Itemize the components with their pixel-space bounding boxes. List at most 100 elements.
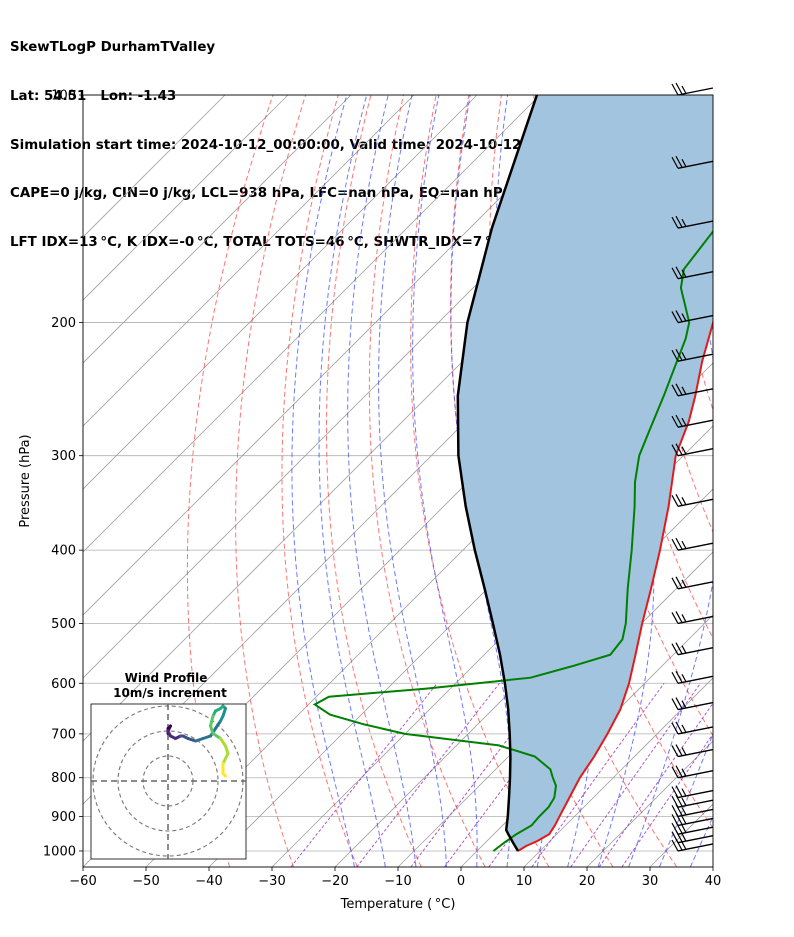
moist-adiabat <box>721 95 794 867</box>
wind-barb <box>671 744 714 758</box>
moist-adiabat <box>347 95 417 867</box>
wind-barb <box>671 494 714 507</box>
dry-adiabat <box>762 95 794 867</box>
x-tick-label: −50 <box>132 874 159 889</box>
title-line-indices: LFT IDX=13 °C, K IDX=-0 °C, TOTAL TOTS=4… <box>10 234 502 250</box>
profiles <box>312 95 713 852</box>
wind-barb <box>671 838 714 852</box>
x-tick-label: −30 <box>258 874 285 889</box>
mixing-ratio-line <box>621 733 713 867</box>
isotherm <box>83 95 415 427</box>
moist-adiabat <box>318 95 386 867</box>
moist-adiabat <box>412 95 478 867</box>
title-line-location: Lat: 54.51 Lon: -1.43 <box>10 89 177 105</box>
y-tick-label: 800 <box>51 771 76 786</box>
y-tick-label: 100 <box>51 89 76 104</box>
x-tick-label: −40 <box>195 874 222 889</box>
mixing-ratio-line <box>570 683 701 867</box>
mixing-ratio-line <box>598 702 713 867</box>
wind-barbs <box>671 82 714 852</box>
wind-barb <box>671 611 714 625</box>
axes: −60 −50 −40 −30 −20 −10 0 10 20 30 40 1000 900 800 700… <box>43 89 721 890</box>
hodograph: Wind Profile 10m/s increment <box>90 671 247 860</box>
wind-barb <box>671 785 714 799</box>
chart-title: SkewTLogP DurhamTValley Lat: 54.51 Lon: … <box>10 8 621 267</box>
isotherm <box>776 95 794 867</box>
mixing-ratio-line <box>488 682 625 867</box>
dry-adiabat <box>235 95 307 867</box>
moist-adiabat <box>291 95 355 867</box>
wind-barb <box>671 830 714 844</box>
wind-barb <box>671 155 714 169</box>
wind-barb <box>671 414 714 428</box>
isotherm <box>83 95 289 301</box>
y-tick-label: 700 <box>51 727 76 742</box>
y-axis-label: Pressure (hPa) <box>18 434 33 527</box>
temperature-line <box>517 319 713 852</box>
wind-barb <box>671 765 714 779</box>
isotherm <box>83 95 352 364</box>
isotherm <box>83 95 226 238</box>
moist-adiabat <box>378 95 447 867</box>
dry-adiabat <box>368 95 486 867</box>
hodograph-segment <box>209 714 215 728</box>
isotherm <box>83 95 478 490</box>
y-tick-label: 400 <box>51 544 76 559</box>
hodograph-segment <box>221 752 230 765</box>
parcel-path <box>456 95 539 852</box>
title-line-station: SkewTLogP DurhamTValley <box>10 40 216 56</box>
isotherm <box>712 866 713 867</box>
y-tick-label: 900 <box>51 810 76 825</box>
wind-barb <box>671 576 714 590</box>
hodograph-ring <box>117 730 219 832</box>
x-tick-label: 0 <box>457 874 465 889</box>
x-tick-label: 20 <box>579 874 596 889</box>
isotherm <box>523 677 713 867</box>
hodograph-subtitle: 10m/s increment <box>113 686 227 700</box>
wind-barb <box>671 537 714 551</box>
y-tick-label: 200 <box>51 316 76 331</box>
hodograph-title: Wind Profile <box>125 671 208 685</box>
hodograph-segment <box>221 772 227 778</box>
wind-barb <box>671 721 714 735</box>
x-axis-label: Temperature ( °C) <box>340 897 456 912</box>
dewpoint-line <box>312 229 713 852</box>
y-tick-label: 600 <box>51 677 76 692</box>
wind-barb <box>671 443 714 457</box>
wind-barb <box>671 670 714 684</box>
y-tick-label: 500 <box>51 617 76 632</box>
x-tick-label: −60 <box>69 874 96 889</box>
y-tick-label: 1000 <box>43 844 76 859</box>
x-tick-label: 30 <box>642 874 659 889</box>
cin-shading <box>457 95 713 851</box>
y-tick-label: 300 <box>51 449 76 464</box>
mixing-ratio-line <box>356 682 500 867</box>
isotherm <box>334 488 713 867</box>
mixing-ratio-line <box>290 682 438 867</box>
moist-adiabat <box>628 95 713 867</box>
hodograph-segment <box>211 732 222 740</box>
wind-barb <box>671 266 714 280</box>
wind-barb <box>671 215 714 229</box>
wind-barb <box>671 82 714 96</box>
isotherm <box>83 95 541 553</box>
x-tick-label: 10 <box>516 874 533 889</box>
mixing-ratio-line <box>531 683 665 867</box>
wind-barb <box>671 813 714 827</box>
wind-barb <box>671 642 714 656</box>
dry-adiabat <box>186 95 274 867</box>
wind-barb <box>671 348 714 362</box>
hodograph-segment <box>219 737 227 748</box>
dry-adiabat <box>664 95 713 412</box>
dry-adiabat <box>730 95 794 867</box>
wind-barb <box>671 697 714 711</box>
x-tick-label: −20 <box>321 874 348 889</box>
x-tick-label: 40 <box>705 874 722 889</box>
wind-barb <box>671 383 714 397</box>
wind-barb <box>671 310 714 324</box>
dry-adiabat <box>281 95 358 867</box>
x-tick-label: −10 <box>384 874 411 889</box>
moist-adiabat <box>450 95 512 867</box>
isotherm <box>83 95 604 616</box>
